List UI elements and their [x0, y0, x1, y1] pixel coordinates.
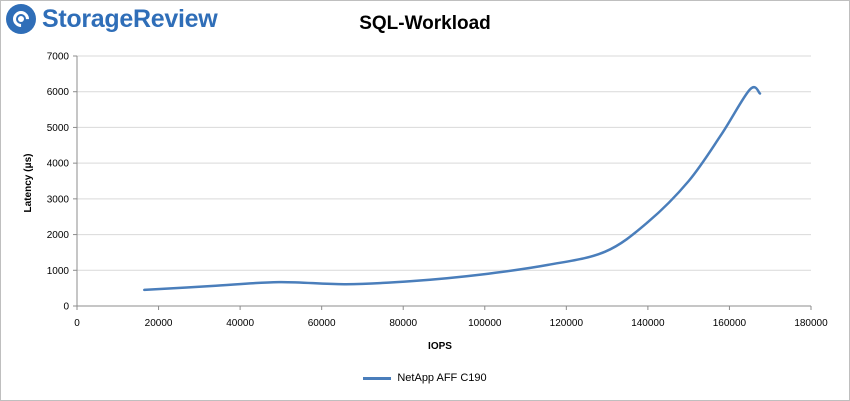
x-tick-label-180000: 180000 [794, 318, 828, 329]
x-tick-label-0: 0 [74, 318, 80, 329]
legend-swatch [363, 376, 392, 380]
logo-text: StorageReview [42, 4, 218, 33]
x-tick-label-20000: 20000 [145, 318, 173, 329]
x-tick-label-100000: 100000 [468, 318, 502, 329]
y-tick-label-2000: 2000 [47, 230, 70, 241]
x-tick-label-140000: 140000 [631, 318, 665, 329]
x-tick-label-80000: 80000 [389, 318, 417, 329]
x-tick-label-60000: 60000 [308, 318, 336, 329]
x-tick-label-160000: 160000 [713, 318, 747, 329]
y-tick-label-1000: 1000 [47, 266, 70, 277]
x-tick-label-40000: 40000 [226, 318, 254, 329]
y-tick-label-5000: 5000 [47, 123, 70, 134]
storagereview-logo-icon [6, 4, 36, 34]
y-axis-label: Latency (μs) [23, 154, 34, 213]
y-tick-label-7000: 7000 [47, 52, 70, 63]
x-tick-label-120000: 120000 [550, 318, 584, 329]
y-tick-label-4000: 4000 [47, 159, 70, 170]
series-line-0 [143, 85, 762, 292]
chart-legend: NetApp AFF C190 [0, 372, 850, 384]
chart-title: SQL-Workload [359, 13, 491, 34]
y-tick-label-6000: 6000 [47, 87, 70, 98]
x-axis-label: IOPS [428, 341, 452, 352]
y-tick-label-3000: 3000 [47, 194, 70, 205]
legend-label-netapp-aff-c190: NetApp AFF C190 [397, 372, 487, 384]
storagereview-logo: StorageReview [6, 4, 218, 34]
y-tick-label-0: 0 [63, 302, 69, 313]
